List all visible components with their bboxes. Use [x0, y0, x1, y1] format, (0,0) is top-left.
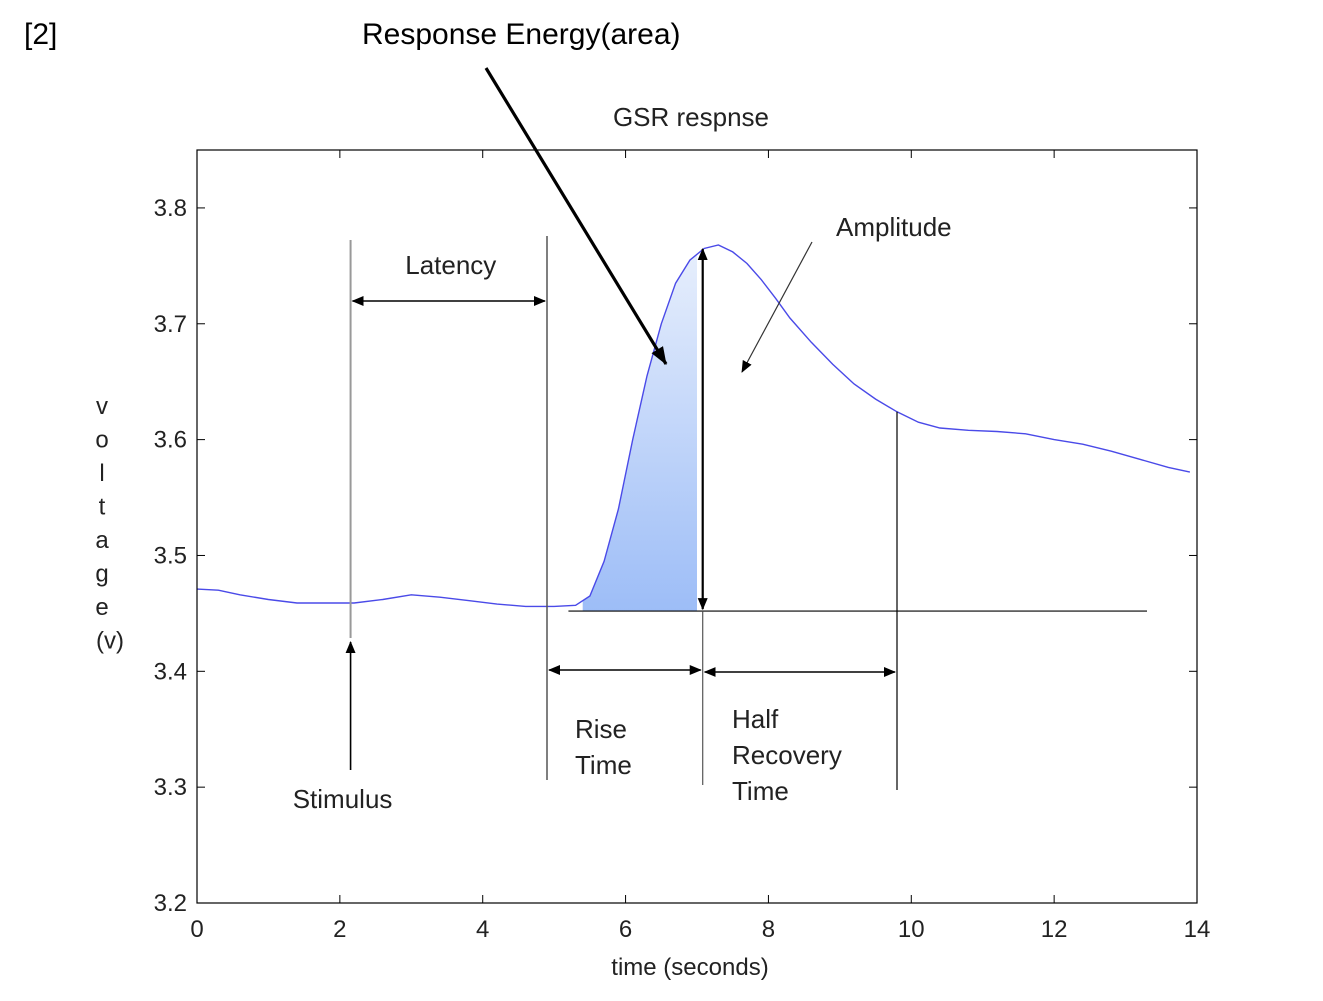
tick-marks [196, 150, 1198, 904]
y-axis-label-char: e [95, 594, 108, 621]
x-tick-label: 4 [476, 916, 489, 943]
y-axis-label-char: l [99, 460, 104, 487]
x-tick-labels: 0 2 4 6 8 10 12 14 [190, 916, 1210, 943]
y-tick-label: 3.8 [154, 195, 187, 222]
x-tick-label: 2 [333, 916, 346, 943]
response-energy-area [582, 254, 697, 612]
x-tick-label: 14 [1184, 916, 1211, 943]
y-axis-label-unit: (v) [96, 628, 124, 655]
x-tick-label: 12 [1041, 916, 1068, 943]
amplitude-pointer-arrow [741, 241, 813, 373]
y-tick-labels: 3.2 3.3 3.4 3.5 3.6 3.7 3.8 [154, 195, 187, 917]
reference-number: [2] [24, 18, 58, 51]
rise-time-label: Time [575, 750, 632, 780]
amplitude-label: Amplitude [836, 212, 952, 242]
x-axis-label: time (seconds) [611, 954, 768, 981]
y-tick-label: 3.7 [154, 311, 187, 338]
x-tick-label: 0 [190, 916, 203, 943]
y-tick-label: 3.5 [154, 542, 187, 569]
x-tick-label: 8 [762, 916, 775, 943]
y-axis-label-char: o [95, 427, 108, 454]
y-tick-label: 3.2 [154, 890, 187, 917]
y-axis-label-char: t [99, 494, 106, 521]
x-tick-label: 10 [898, 916, 925, 943]
plot-frame [196, 149, 1198, 904]
half-recovery-label: Half [732, 704, 779, 734]
y-tick-label: 3.6 [154, 427, 187, 454]
stimulus-label: Stimulus [293, 784, 393, 814]
rise-time-label: Rise [575, 714, 627, 744]
y-axis-label-char: g [95, 561, 108, 588]
response-energy-label: Response Energy(area) [362, 18, 681, 51]
y-tick-label: 3.4 [154, 658, 187, 685]
y-tick-label: 3.3 [154, 774, 187, 801]
annotations: Latency Stimulus Amplitude Rise Time Half Reco… [293, 67, 1147, 814]
y-axis-label-char: a [95, 527, 109, 554]
half-recovery-label: Time [732, 776, 789, 806]
response-energy-arrow [484, 67, 668, 365]
y-axis-label-char: v [96, 393, 108, 420]
x-tick-label: 6 [619, 916, 632, 943]
gsr-series-line [196, 244, 1191, 608]
latency-label: Latency [405, 250, 496, 280]
chart-title: GSR respnse [613, 102, 769, 132]
half-recovery-label: Recovery [732, 740, 842, 770]
